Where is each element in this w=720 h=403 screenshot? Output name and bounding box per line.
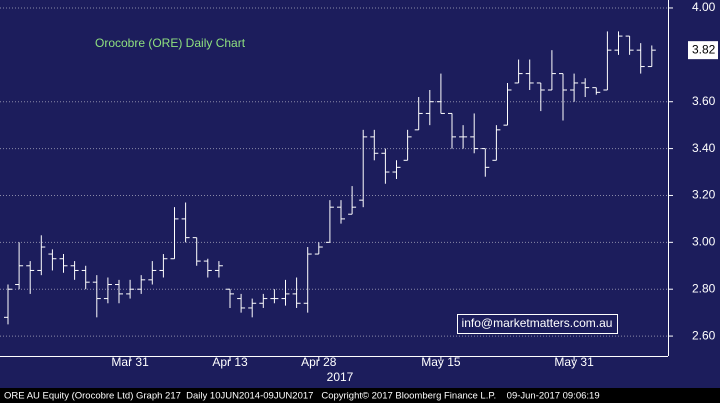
x-tick-label: Mar 31	[111, 355, 149, 369]
y-tick-label: 2.60	[692, 328, 716, 342]
y-tick-label: 3.40	[692, 141, 716, 155]
last-price-box	[688, 41, 718, 60]
x-tick-label: May 31	[554, 355, 594, 369]
y-tick-label: 4.00	[692, 0, 716, 14]
x-tick-label: Apr 13	[212, 355, 248, 369]
y-tick-label: 3.20	[692, 188, 716, 202]
x-tick-label: Apr 28	[301, 355, 337, 369]
annotation: info@marketmatters.com.au	[462, 316, 613, 330]
x-tick-label: May 15	[421, 355, 461, 369]
last-price-label: 3.82	[692, 42, 716, 56]
footer: ORE AU Equity (Orocobre Ltd) Graph 217 D…	[4, 391, 600, 402]
y-tick-label: 3.60	[692, 94, 716, 108]
annotation-box	[457, 314, 618, 334]
y-tick-label: 3.00	[692, 235, 716, 249]
year-label: 2017	[327, 370, 354, 384]
footer-background	[0, 388, 720, 403]
y-tick-label: 2.80	[692, 281, 716, 295]
plot-background	[0, 0, 720, 388]
chart-title: Orocobre (ORE) Daily Chart	[95, 36, 246, 50]
